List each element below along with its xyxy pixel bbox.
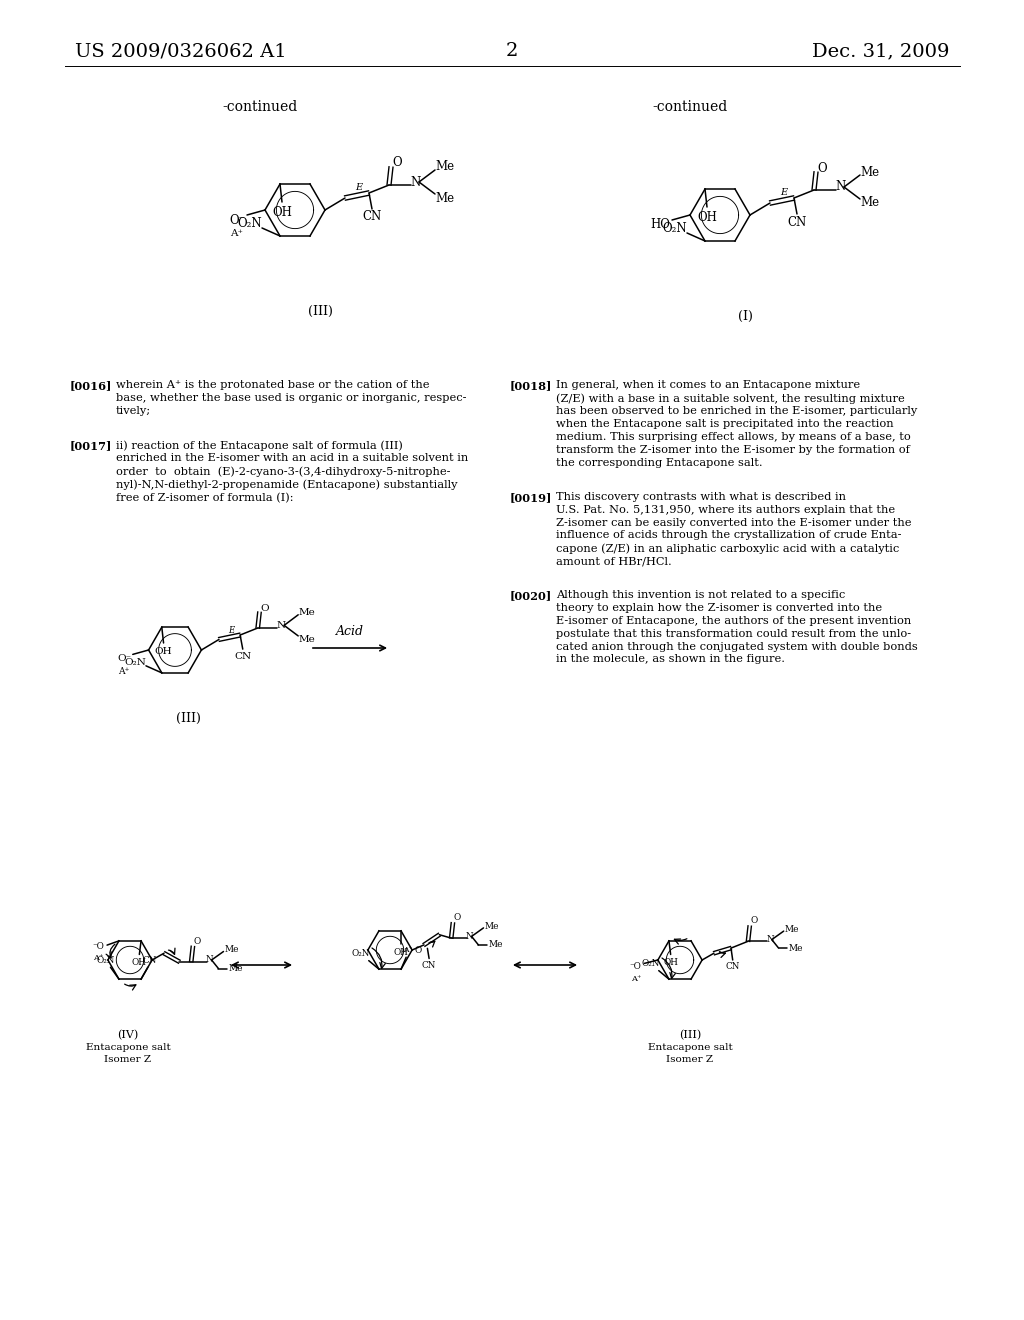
Text: O: O	[415, 946, 422, 954]
Text: Me: Me	[788, 944, 803, 953]
Text: -continued: -continued	[652, 100, 728, 114]
Text: A⁺: A⁺	[403, 946, 413, 954]
Text: O: O	[392, 157, 401, 169]
Text: (III): (III)	[175, 711, 201, 725]
Text: OH: OH	[393, 948, 409, 957]
Text: O⁻: O⁻	[117, 655, 131, 663]
Text: CN: CN	[422, 961, 436, 970]
Text: [0019]: [0019]	[510, 492, 552, 503]
Text: [0016]: [0016]	[70, 380, 113, 391]
Text: A⁺: A⁺	[230, 230, 244, 239]
Text: OH: OH	[272, 206, 292, 219]
Text: OH: OH	[132, 957, 146, 966]
Text: O₂N: O₂N	[238, 218, 262, 231]
Text: OH: OH	[697, 210, 717, 223]
Text: OH: OH	[664, 957, 678, 966]
Text: -continued: -continued	[222, 100, 298, 114]
Text: N: N	[206, 956, 214, 965]
Text: Me: Me	[299, 635, 315, 644]
Text: O: O	[817, 161, 826, 174]
Text: ii) reaction of the Entacapone salt of formula (III)
enriched in the E-isomer wi: ii) reaction of the Entacapone salt of f…	[116, 440, 468, 504]
Text: A⁺: A⁺	[93, 954, 103, 962]
Text: Isomer Z: Isomer Z	[104, 1055, 152, 1064]
Text: Dec. 31, 2009: Dec. 31, 2009	[812, 42, 950, 59]
Text: Although this invention is not related to a specific
theory to explain how the Z: Although this invention is not related t…	[556, 590, 918, 664]
Text: wherein A⁺ is the protonated base or the cation of the
base, whether the base us: wherein A⁺ is the protonated base or the…	[116, 380, 467, 416]
Text: 2: 2	[506, 42, 518, 59]
Text: O₂N: O₂N	[125, 657, 146, 667]
Text: Entacapone salt: Entacapone salt	[647, 1043, 732, 1052]
Text: N: N	[276, 620, 286, 630]
Text: Me: Me	[228, 964, 243, 973]
Text: O: O	[260, 605, 269, 612]
Text: ⁻O: ⁻O	[630, 962, 642, 972]
Text: CN: CN	[142, 956, 157, 965]
Text: [0017]: [0017]	[70, 440, 113, 451]
Text: (I): (I)	[737, 310, 753, 323]
Text: Me: Me	[785, 925, 800, 935]
Text: CN: CN	[787, 215, 807, 228]
Text: HO: HO	[650, 219, 670, 231]
Text: Me: Me	[484, 921, 500, 931]
Text: In general, when it comes to an Entacapone mixture
(Z/E) with a base in a suitab: In general, when it comes to an Entacapo…	[556, 380, 918, 467]
Text: N: N	[411, 176, 421, 189]
Text: Me: Me	[299, 607, 315, 616]
Text: O: O	[454, 913, 461, 923]
Text: CN: CN	[362, 210, 382, 223]
Text: (IV): (IV)	[118, 1030, 138, 1040]
Text: US 2009/0326062 A1: US 2009/0326062 A1	[75, 42, 287, 59]
Text: Me: Me	[435, 161, 455, 173]
Text: E: E	[355, 183, 362, 191]
Text: E: E	[228, 626, 234, 635]
Text: Me: Me	[488, 940, 503, 949]
Text: Me: Me	[860, 165, 880, 178]
Text: Entacapone salt: Entacapone salt	[86, 1043, 170, 1052]
Text: O₂N: O₂N	[351, 949, 370, 958]
Text: (III): (III)	[679, 1030, 701, 1040]
Text: A⁺: A⁺	[119, 667, 130, 676]
Text: CN: CN	[726, 962, 740, 972]
Text: [0020]: [0020]	[510, 590, 552, 602]
Text: Me: Me	[224, 945, 240, 954]
Text: CN: CN	[234, 652, 251, 661]
Text: N: N	[836, 181, 846, 194]
Text: O: O	[751, 916, 758, 925]
Text: N: N	[466, 932, 474, 941]
Text: O: O	[194, 937, 201, 946]
Text: O₂N: O₂N	[663, 223, 687, 235]
Text: Isomer Z: Isomer Z	[667, 1055, 714, 1064]
Text: E: E	[780, 187, 787, 197]
Text: A⁺: A⁺	[631, 974, 641, 982]
Text: [0018]: [0018]	[510, 380, 552, 391]
Text: O⁻: O⁻	[229, 214, 245, 227]
Text: O₂N: O₂N	[641, 960, 659, 969]
Text: ⁻O: ⁻O	[92, 942, 104, 952]
Text: Me: Me	[435, 191, 455, 205]
Text: This discovery contrasts with what is described in
U.S. Pat. No. 5,131,950, wher: This discovery contrasts with what is de…	[556, 492, 911, 566]
Text: Me: Me	[860, 197, 880, 210]
Text: N: N	[766, 935, 774, 944]
Text: O₂N: O₂N	[96, 956, 115, 965]
Text: OH: OH	[155, 647, 172, 656]
Text: Acid: Acid	[336, 624, 364, 638]
Text: (III): (III)	[307, 305, 333, 318]
